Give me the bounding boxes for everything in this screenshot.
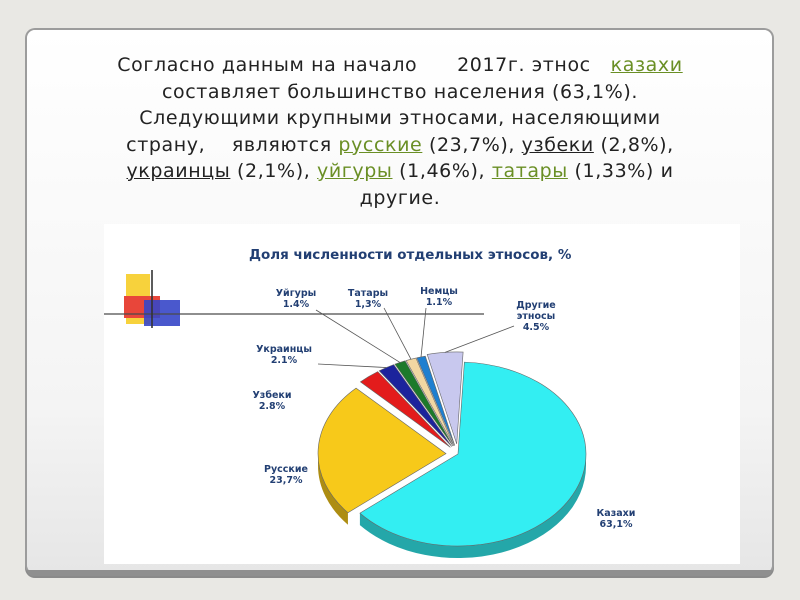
text-line-1: Согласно данным на начало 2017г. этнос к… [70, 52, 730, 79]
text-line-5-c: (1,33%) и [567, 160, 674, 182]
pie-slice-side-1 [318, 453, 348, 525]
slice-label-name-0: Казахи [597, 508, 636, 519]
link-uzbeki[interactable]: узбеки [521, 133, 594, 156]
text-line-2: составляет большинство населения (63,1%)… [161, 80, 639, 103]
slice-label-name-6: Немцы [420, 286, 458, 297]
chart-title: Доля численности отдельных этносов, % [249, 247, 572, 263]
slice-label-name-1: Русские [264, 464, 308, 475]
chart-panel: Доля численности отдельных этносов, % Ка… [104, 224, 740, 564]
slice-label-value-6: 1.1% [426, 297, 453, 308]
text-line-6: другие. [359, 186, 441, 209]
pie-slices [317, 351, 587, 547]
slice-label-name-7: этносы [517, 311, 555, 322]
slice-label-name-7: Другие [516, 300, 556, 311]
text-line-1-a: Согласно данным на начало 2017г. этнос [117, 54, 611, 76]
slice-label-value-3: 2.1% [271, 355, 298, 366]
text-line-4-c: (2,8%), [593, 133, 674, 156]
slice-label-name-2: Узбеки [252, 390, 291, 401]
slice-label-name-4: Уйгуры [276, 288, 317, 299]
slide-text: Согласно данным на начало 2017г. этнос к… [70, 52, 730, 211]
text-line-4: страну, являются русские (23,7%), узбеки… [70, 132, 730, 159]
link-tatary[interactable]: татары [491, 160, 568, 182]
decoration [104, 270, 484, 328]
slice-label-name-5: Татары [348, 288, 388, 299]
pie-slice-side-0 [359, 454, 586, 558]
link-russkie[interactable]: русские [338, 133, 423, 156]
text-line-5-b: (1,46%), [392, 160, 492, 182]
leader-line-7 [444, 325, 515, 353]
leader-line-6 [420, 307, 427, 357]
leader-line-3 [317, 363, 387, 368]
leader-line-5 [383, 307, 412, 360]
pie-slice-0 [359, 361, 587, 547]
leader-line-4 [315, 309, 401, 363]
text-line-4-a: страну, являются [126, 133, 339, 156]
text-line-5: украинцы (2,1%), уйгуры (1,46%), татары … [70, 158, 730, 185]
slice-label-value-1: 23,7% [270, 475, 303, 486]
deco-blue-square [144, 300, 180, 326]
pie-slice-5 [405, 357, 455, 447]
pie-slice-4 [394, 360, 454, 447]
slice-label-value-5: 1,3% [355, 299, 382, 310]
text-line-5-a: (2,1%), [230, 160, 318, 182]
slice-label-value-0: 63,1% [600, 519, 633, 530]
slice-label-name-3: Украинцы [256, 344, 312, 355]
link-ukraintsy[interactable]: украинцы [126, 160, 231, 182]
slice-label-value-2: 2.8% [259, 401, 286, 412]
text-line-3: Следующими крупными этносами, населяющим… [139, 107, 661, 129]
slide-bottom-bar [27, 570, 772, 576]
link-kazakhi[interactable]: казахи [610, 54, 683, 76]
pie-slice-2 [359, 371, 451, 448]
leader-lines [315, 307, 515, 368]
pie-slice-1 [317, 387, 447, 514]
pie-chart: Доля численности отдельных этносов, % Ка… [104, 247, 635, 558]
slice-label-value-4: 1.4% [283, 299, 310, 310]
text-line-4-b: (23,7%), [422, 133, 522, 156]
link-uigury[interactable]: уйгуры [317, 160, 393, 182]
pie-slices-side [318, 453, 586, 558]
slice-label-value-7: 4.5% [523, 322, 550, 333]
